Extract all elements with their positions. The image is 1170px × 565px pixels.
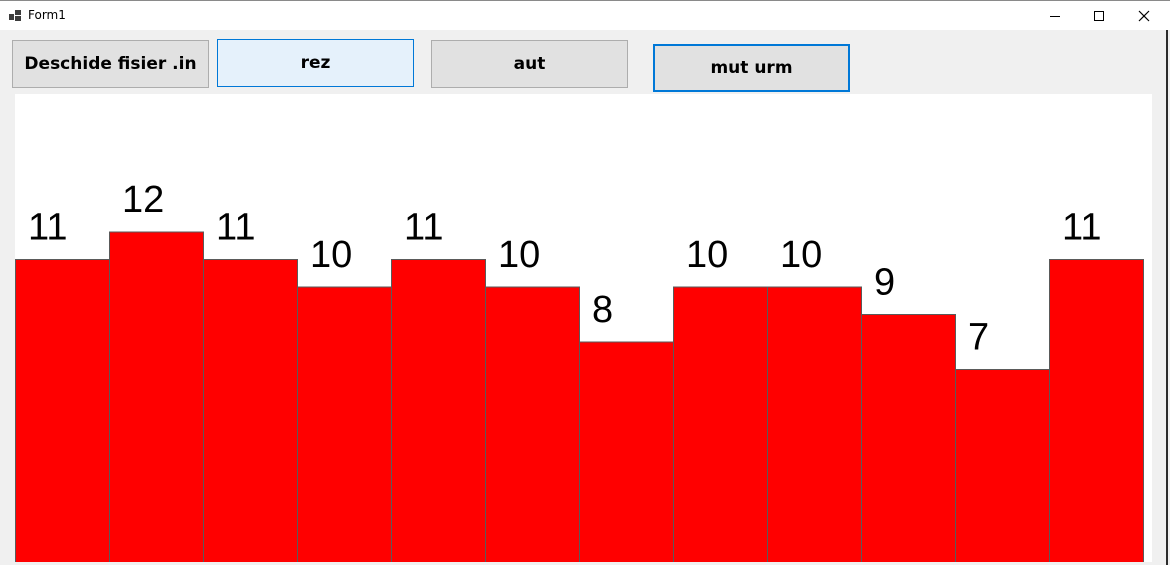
bar-6 bbox=[485, 286, 580, 562]
bar-value-label-1: 11 bbox=[28, 207, 67, 249]
minimize-icon bbox=[1050, 15, 1060, 17]
bar-value-label-9: 10 bbox=[780, 234, 822, 276]
minimize-button[interactable] bbox=[1032, 1, 1078, 30]
maximize-icon bbox=[1094, 10, 1104, 21]
bar-8 bbox=[673, 286, 768, 562]
rez-button[interactable]: rez bbox=[217, 39, 414, 87]
aut-button[interactable]: aut bbox=[431, 40, 628, 88]
bar-5 bbox=[391, 259, 486, 562]
bar-7 bbox=[579, 341, 674, 562]
open-in-file-button[interactable]: Deschide fisier .in bbox=[12, 40, 209, 88]
bar-value-label-7: 8 bbox=[592, 289, 613, 331]
bar-value-label-2: 12 bbox=[122, 179, 164, 221]
bar-4 bbox=[297, 286, 392, 562]
bar-value-label-6: 10 bbox=[498, 234, 540, 276]
bar-value-label-10: 9 bbox=[874, 262, 895, 304]
bar-9 bbox=[767, 286, 862, 562]
bar-value-label-8: 10 bbox=[686, 234, 728, 276]
bar-chart: 11 12 11 10 11 10 8 10 10 9 7 11 bbox=[15, 179, 1144, 562]
window-title: Form1 bbox=[28, 8, 66, 22]
window-right-border bbox=[1166, 30, 1168, 565]
bar-12 bbox=[1049, 259, 1144, 562]
bar-value-label-3: 11 bbox=[216, 207, 255, 249]
bar-value-label-5: 11 bbox=[404, 207, 443, 249]
bar-3 bbox=[203, 259, 298, 562]
bar-11 bbox=[955, 369, 1050, 562]
bar-2 bbox=[109, 231, 204, 562]
bar-value-label-4: 10 bbox=[310, 234, 352, 276]
chart-panel: 11 12 11 10 11 10 8 10 10 9 7 11 bbox=[15, 94, 1152, 562]
bar-1 bbox=[15, 259, 110, 562]
form-app-icon bbox=[9, 10, 21, 22]
bar-value-label-11: 7 bbox=[968, 317, 989, 359]
close-button[interactable] bbox=[1121, 1, 1167, 30]
maximize-button[interactable] bbox=[1076, 1, 1122, 30]
mut-urm-button[interactable]: mut urm bbox=[653, 44, 850, 92]
close-icon bbox=[1138, 10, 1150, 21]
bar-10 bbox=[861, 314, 956, 562]
title-bar: Form1 bbox=[0, 0, 1170, 30]
bar-value-label-12: 11 bbox=[1062, 207, 1101, 249]
